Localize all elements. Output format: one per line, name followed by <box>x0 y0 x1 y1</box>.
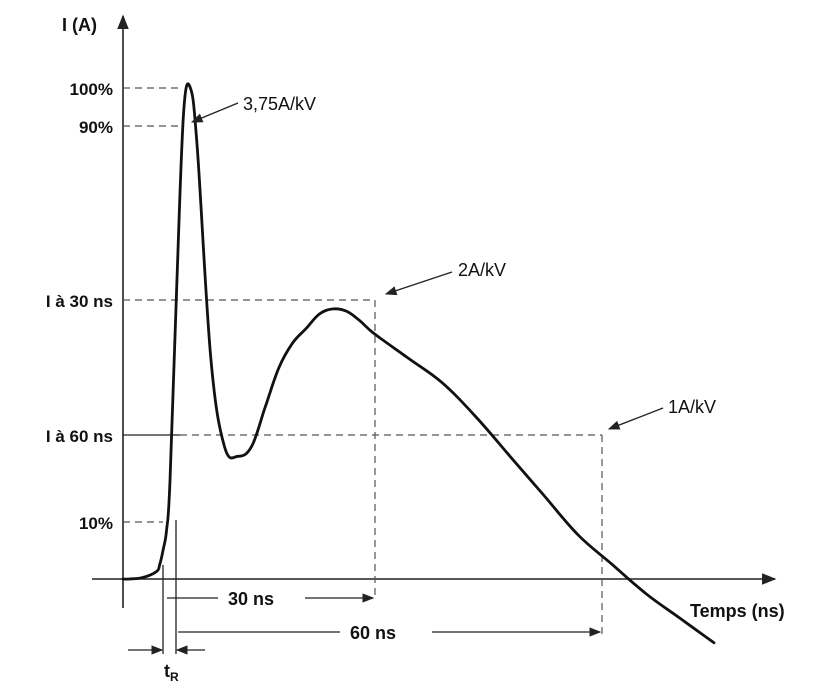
annotation-60-arrow <box>607 407 664 430</box>
y-tick-label-i60: I à 60 ns <box>46 427 113 446</box>
i30-label: 30 ns <box>228 589 274 609</box>
tr-label: tR <box>164 661 179 681</box>
annotation-30-label: 2A/kV <box>458 260 506 280</box>
y-tick-label-i30: I à 30 ns <box>46 292 113 311</box>
annotation-60-label: 1A/kV <box>668 397 716 417</box>
annotation-peak-label: 3,75A/kV <box>243 94 316 114</box>
y-tick-label-100: 100% <box>70 80 113 99</box>
y-tick-label-10: 10% <box>79 514 113 533</box>
y-axis-label: I (A) <box>62 15 97 35</box>
series-line <box>121 82 716 645</box>
y-tick-label-90: 90% <box>79 118 113 137</box>
annotation-peak-arrow <box>190 102 239 123</box>
i60-label: 60 ns <box>350 623 396 643</box>
x-axis-label: Temps (ns) <box>690 601 785 621</box>
annotation-30-arrow <box>384 271 453 296</box>
